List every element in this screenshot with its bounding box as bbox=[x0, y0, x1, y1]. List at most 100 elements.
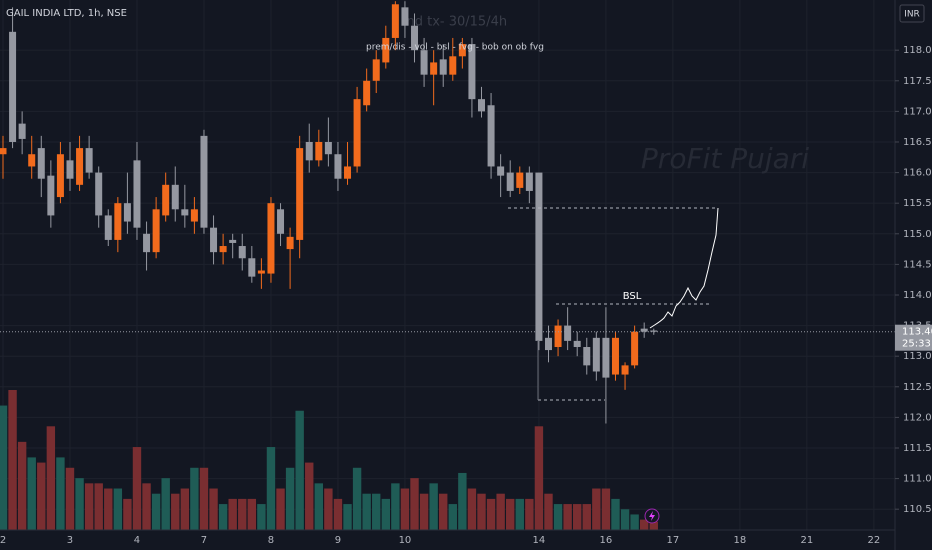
candle-body bbox=[525, 172, 533, 191]
volume-bar bbox=[295, 410, 304, 530]
alert-bolt bbox=[649, 511, 655, 521]
volume-bar bbox=[362, 493, 371, 530]
y-tick-label: 111.50 bbox=[903, 443, 932, 454]
volume-bar bbox=[439, 493, 448, 530]
x-tick-label: 8 bbox=[268, 535, 274, 546]
currency-box[interactable] bbox=[899, 4, 925, 23]
volume-bar bbox=[534, 426, 544, 530]
volume-bar bbox=[582, 504, 591, 530]
volume-bar bbox=[630, 514, 639, 530]
candle-body bbox=[353, 99, 361, 167]
candle-body bbox=[152, 209, 160, 253]
x-tick-label: 10 bbox=[399, 535, 412, 546]
candle-body bbox=[257, 270, 265, 274]
candle-body bbox=[497, 166, 505, 176]
volume-bar bbox=[238, 498, 247, 530]
candle-body bbox=[544, 337, 552, 351]
volume-bar bbox=[592, 488, 601, 530]
candle-body bbox=[382, 37, 390, 63]
drawings bbox=[508, 207, 719, 401]
candle-body bbox=[219, 246, 227, 253]
volume-bar bbox=[0, 405, 8, 530]
volume-bar bbox=[132, 447, 142, 530]
candle-body bbox=[430, 62, 438, 75]
volume-bar bbox=[56, 457, 65, 530]
volume-bar bbox=[639, 519, 649, 530]
volume-bar bbox=[151, 493, 161, 530]
volume-bar bbox=[477, 493, 486, 530]
volume bbox=[0, 390, 658, 530]
x-tick-label: 4 bbox=[134, 535, 140, 546]
candle-body bbox=[487, 105, 495, 167]
volume-bar bbox=[448, 504, 457, 530]
volume-bar bbox=[257, 504, 266, 530]
last-price-box bbox=[895, 324, 932, 351]
volume-bar bbox=[525, 498, 534, 530]
candle-body bbox=[401, 7, 409, 26]
volume-bar bbox=[496, 493, 505, 530]
volume-bar bbox=[333, 498, 343, 530]
volume-bar bbox=[314, 483, 324, 530]
candle-body bbox=[267, 203, 275, 274]
candle-body bbox=[229, 239, 237, 243]
y-tick-label: 112.50 bbox=[903, 382, 932, 393]
candle-body bbox=[573, 340, 581, 348]
y-tick-label: 114.00 bbox=[903, 290, 932, 301]
candle-body bbox=[66, 160, 74, 179]
y-tick-label: 110.50 bbox=[903, 504, 932, 515]
candle-body bbox=[583, 347, 591, 366]
watermark: ProFit Pujari bbox=[641, 142, 809, 175]
candle-body bbox=[554, 325, 562, 348]
volume-bar bbox=[199, 467, 209, 530]
volume-bar bbox=[506, 498, 515, 530]
candle-body bbox=[650, 330, 658, 332]
volume-bar bbox=[486, 498, 496, 530]
candle-body bbox=[621, 365, 629, 375]
axes: 110.50 111.00 111.50 112.00 112.50 113.00 113.… bbox=[0, 45, 932, 546]
x-tick-label: 16 bbox=[600, 535, 613, 546]
volume-bar bbox=[247, 498, 257, 530]
volume-bar bbox=[343, 504, 352, 530]
candle-body bbox=[143, 233, 151, 253]
chart-title: GAIL INDIA LTD, 1h, NSE bbox=[6, 8, 127, 19]
y-tick-label: 115.50 bbox=[903, 198, 932, 209]
y-tick-label: 116.50 bbox=[903, 137, 932, 148]
x-tick-label: 18 bbox=[734, 535, 747, 546]
volume-bar bbox=[515, 498, 524, 530]
x-tick-label: 21 bbox=[801, 535, 814, 546]
projection-path bbox=[649, 207, 719, 329]
volume-bar bbox=[553, 504, 563, 530]
volume-bar bbox=[285, 467, 295, 530]
candle-body bbox=[449, 56, 457, 75]
volume-bar bbox=[123, 498, 132, 530]
candle-body bbox=[162, 184, 170, 216]
candle-body bbox=[458, 44, 466, 57]
price-axis bbox=[895, 0, 932, 550]
volume-bar bbox=[46, 426, 56, 530]
volume-bar bbox=[65, 467, 75, 530]
candle-body bbox=[104, 215, 112, 240]
volume-bar bbox=[352, 467, 362, 530]
candle-body bbox=[535, 172, 543, 341]
candle-body bbox=[210, 227, 218, 253]
x-tick-label: 22 bbox=[868, 535, 881, 546]
volume-bar bbox=[419, 493, 429, 530]
volume-bar bbox=[324, 488, 333, 530]
candle-body bbox=[439, 59, 447, 75]
candle-body bbox=[631, 331, 639, 366]
x-tick-label: 14 bbox=[533, 535, 546, 546]
candle-body bbox=[372, 59, 380, 81]
x-tick-label: 7 bbox=[201, 535, 207, 546]
candle-body bbox=[286, 236, 294, 250]
currency[interactable]: INR bbox=[904, 10, 920, 20]
volume-bar bbox=[104, 488, 113, 530]
volume-bar bbox=[180, 488, 190, 530]
candle-body bbox=[564, 325, 572, 341]
volume-bar bbox=[209, 488, 218, 530]
candle-body bbox=[391, 4, 399, 38]
volume-bar bbox=[218, 504, 228, 530]
volume-bar bbox=[190, 467, 199, 530]
candle-body bbox=[277, 209, 285, 234]
y-tick-label: 111.00 bbox=[903, 474, 932, 485]
